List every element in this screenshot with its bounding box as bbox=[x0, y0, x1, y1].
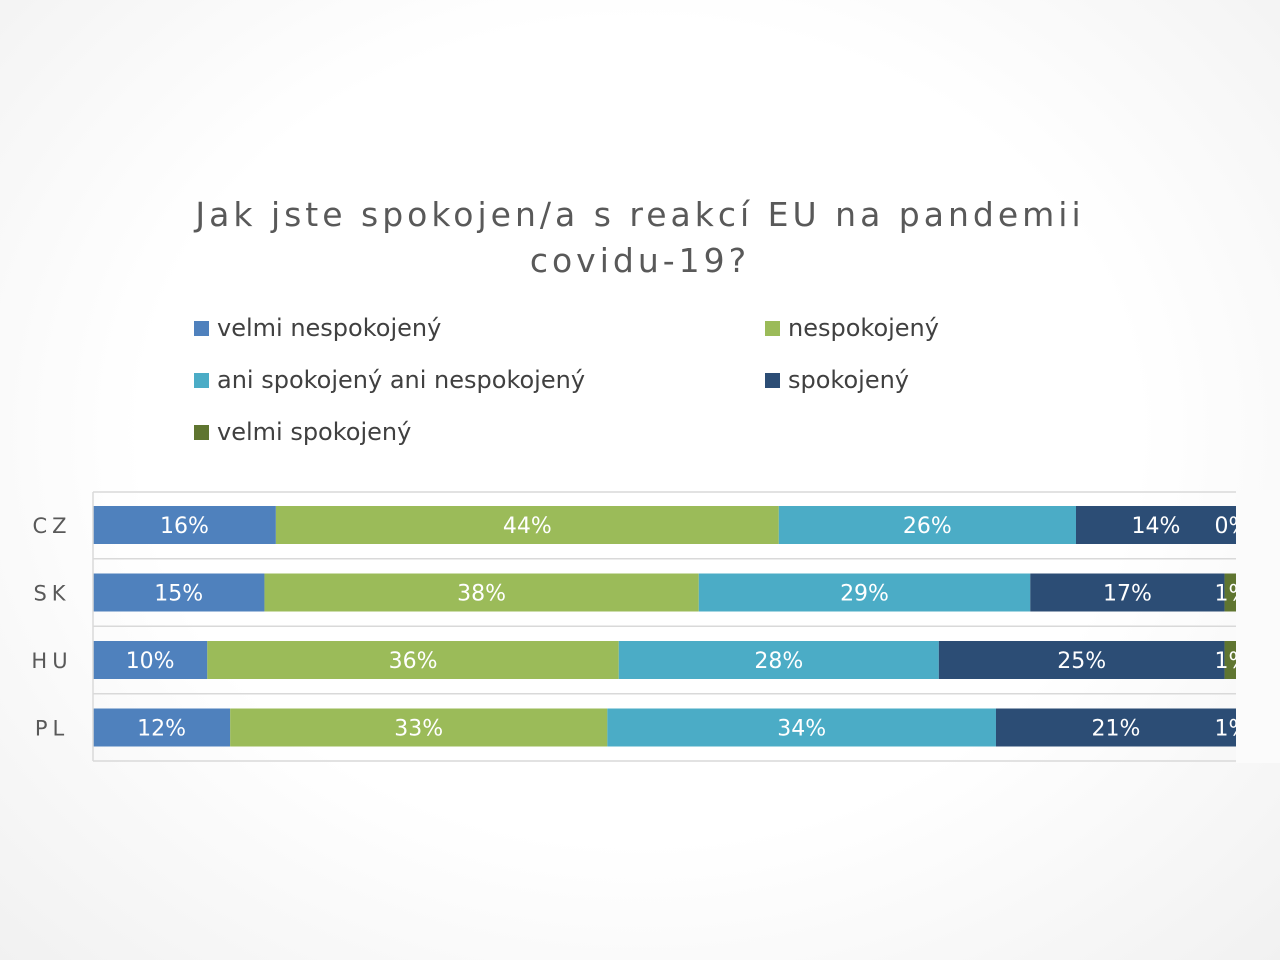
data-label: 33% bbox=[394, 717, 443, 742]
data-label: 17% bbox=[1103, 582, 1152, 607]
legend-item-nespokojeny: nespokojený bbox=[765, 314, 939, 342]
data-label: 12% bbox=[137, 717, 186, 742]
data-label: 25% bbox=[1057, 649, 1106, 674]
category-label: PL bbox=[35, 717, 69, 741]
data-label: 15% bbox=[154, 582, 203, 607]
bar-segment bbox=[938, 641, 1225, 679]
category-label: HU bbox=[31, 649, 72, 673]
legend-swatch bbox=[194, 372, 209, 388]
legend-swatch bbox=[765, 372, 780, 388]
bar-segment bbox=[618, 641, 939, 679]
bar-segment bbox=[93, 506, 276, 544]
legend-label: spokojený bbox=[788, 366, 909, 394]
bar-segment bbox=[1075, 506, 1236, 544]
legend-label: ani spokojený ani nespokojený bbox=[217, 366, 586, 394]
data-label: 38% bbox=[457, 582, 506, 607]
data-label: 34% bbox=[777, 717, 826, 742]
legend-item-velmi-nespokojeny: velmi nespokojený bbox=[194, 314, 441, 342]
chart-title-line-2: covidu-19? bbox=[529, 241, 751, 280]
data-label: 28% bbox=[754, 649, 803, 674]
bar-segment bbox=[1224, 573, 1236, 612]
legend-label: nespokojený bbox=[788, 314, 939, 342]
chart-title: Jak jste spokojen/a s reakcí EU na pande… bbox=[0, 192, 1280, 284]
legend-label: velmi nespokojený bbox=[217, 314, 442, 342]
data-label: 10% bbox=[126, 649, 175, 674]
legend-item-spokojeny: spokojený bbox=[765, 366, 909, 394]
data-label: 21% bbox=[1092, 717, 1141, 742]
plot-right-mask bbox=[1236, 490, 1280, 763]
data-label: 16% bbox=[160, 514, 209, 539]
category-label: SK bbox=[33, 582, 70, 606]
data-label: 36% bbox=[389, 649, 438, 674]
legend-swatch bbox=[765, 320, 780, 336]
bar-segment bbox=[93, 641, 208, 679]
data-label: 44% bbox=[503, 514, 552, 539]
bar-segment bbox=[207, 641, 619, 679]
legend-item-ani-spokojeny-ani-nespokojeny: ani spokojený ani nespokojený bbox=[194, 366, 585, 394]
data-label: 29% bbox=[840, 582, 889, 607]
legend-swatch bbox=[194, 424, 209, 440]
chart-title-line-1: Jak jste spokojen/a s reakcí EU na pande… bbox=[195, 195, 1085, 234]
bar-segment bbox=[698, 573, 1031, 612]
legend-label: velmi spokojený bbox=[217, 418, 412, 446]
bar-segment bbox=[607, 708, 996, 747]
data-label: 26% bbox=[903, 514, 952, 539]
legend-item-velmi-spokojeny: velmi spokojený bbox=[194, 418, 411, 446]
bar-segment bbox=[230, 708, 608, 747]
bar-segment bbox=[1030, 573, 1225, 612]
bar-segment bbox=[93, 708, 231, 747]
bar-segment bbox=[93, 573, 265, 612]
bar-segment bbox=[1224, 641, 1236, 679]
bar-segment bbox=[275, 506, 779, 544]
bar-segment bbox=[264, 573, 699, 612]
bar-segment bbox=[778, 506, 1076, 544]
data-label: 14% bbox=[1132, 514, 1181, 539]
category-label: CZ bbox=[32, 514, 71, 538]
bar-segment bbox=[995, 708, 1236, 747]
legend-swatch bbox=[194, 320, 209, 336]
